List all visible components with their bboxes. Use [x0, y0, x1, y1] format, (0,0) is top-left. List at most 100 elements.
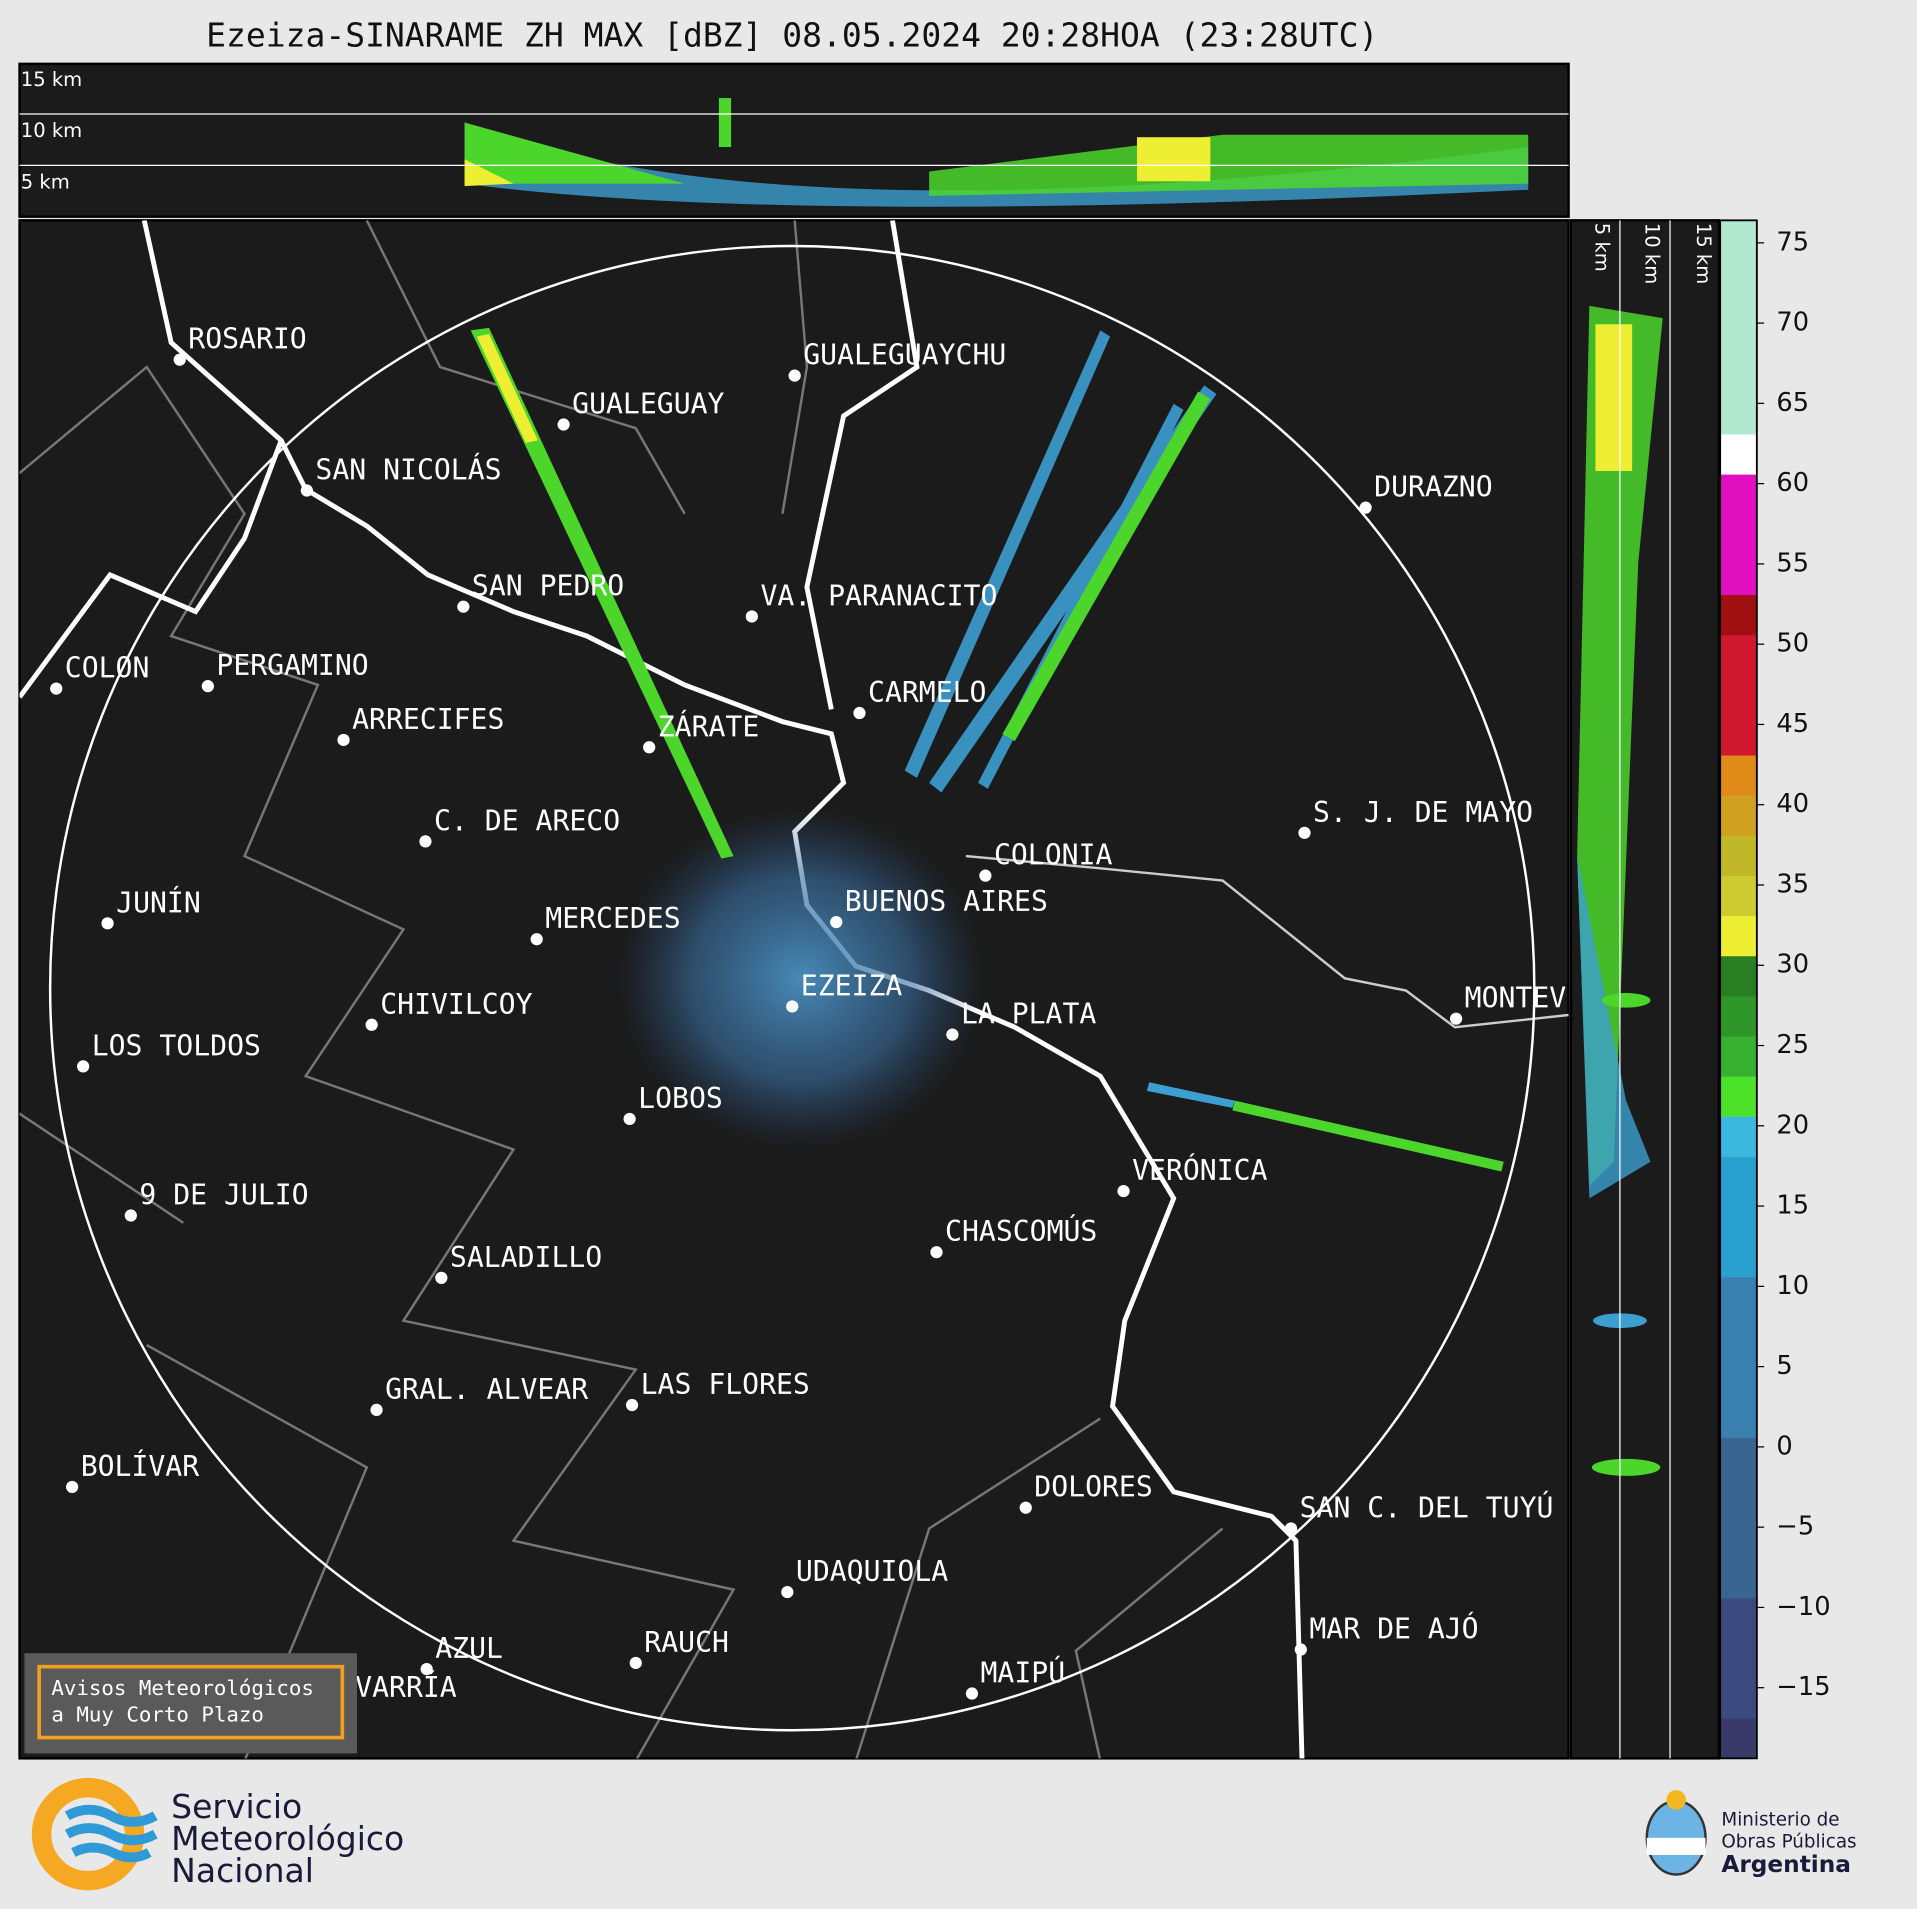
logo-text: Nacional: [171, 1851, 314, 1890]
colorbar-tick-label: −5: [1776, 1512, 1814, 1542]
city-label: LA PLATA: [961, 998, 1096, 1031]
city-dot: [419, 835, 432, 848]
colorbar-tick-label: 50: [1776, 629, 1809, 659]
colorbar-tick-label: 25: [1776, 1030, 1809, 1060]
colorbar-segment: [1720, 1196, 1757, 1238]
city-dot: [420, 1662, 433, 1676]
colorbar-segment: [1720, 1477, 1757, 1519]
city-dot: [979, 869, 992, 882]
city-label: LAS FLORES: [641, 1368, 810, 1401]
colorbar-tick-label: 10: [1776, 1271, 1809, 1301]
colorbar-tick-label: −10: [1776, 1592, 1830, 1622]
city-dot: [643, 741, 656, 754]
colorbar-tick-label: 35: [1776, 869, 1809, 899]
city-label: S. J. DE MAYO: [1313, 796, 1533, 829]
logo-text: Obras Públicas: [1721, 1832, 1856, 1853]
city-label: 9 DE JULIO: [139, 1179, 308, 1212]
city-label: EZEIZA: [801, 969, 903, 1002]
city-dot: [786, 1000, 799, 1013]
colorbar-segment: [1720, 353, 1757, 395]
ministry-emblem: [1645, 1790, 1707, 1876]
colorbar-segment: [1720, 754, 1757, 796]
map-layer: [19, 220, 1569, 1759]
colorbar-segment: [1720, 1316, 1757, 1358]
city-label: ROSARIO: [188, 323, 306, 356]
logo-text: Ministerio de: [1721, 1810, 1839, 1831]
city-label: CHIVILCOY: [380, 988, 532, 1021]
city-label: GUALEGUAYCHU: [803, 339, 1006, 372]
colorbar-segment: [1720, 1718, 1757, 1759]
city-dot: [66, 1480, 79, 1494]
city-dot: [337, 733, 350, 747]
colorbar-segment: [1720, 1236, 1757, 1278]
colorbar-tick-label: 75: [1776, 227, 1809, 257]
colorbar-tick-label: 60: [1776, 468, 1809, 498]
colorbar-segment: [1720, 1557, 1757, 1599]
city-dot: [1449, 1012, 1463, 1025]
colorbar-segment: [1720, 273, 1757, 315]
city-dot: [623, 1112, 636, 1126]
colorbar-tick-label: 20: [1776, 1110, 1809, 1140]
colorbar-segment: [1720, 714, 1757, 756]
city-dot: [173, 353, 186, 366]
city-label: DOLORES: [1034, 1471, 1152, 1504]
city-label: COLON: [65, 652, 150, 685]
colorbar-segment: [1720, 313, 1757, 355]
city-label: SAN NICOLÁS: [315, 453, 501, 487]
colorbar-tick-label: 40: [1776, 789, 1809, 819]
city-label: CHASCOMÚS: [945, 1214, 1097, 1248]
city-dot: [300, 484, 313, 497]
colorbar-segment: [1720, 594, 1757, 636]
city-dot: [101, 917, 114, 930]
top-echoes: [464, 98, 1529, 207]
city-dot: [370, 1403, 383, 1417]
city-label: JUNÍN: [116, 885, 201, 919]
city-label: COLONIA: [994, 839, 1113, 872]
logo-text: Meteorológico: [171, 1819, 404, 1858]
city-label: DURAZNO: [1374, 471, 1492, 504]
colorbar-frame: [1719, 219, 1758, 1760]
city-dot: [435, 1271, 448, 1284]
logo-text: Servicio: [171, 1787, 302, 1826]
colorbar-segment: [1720, 220, 1757, 234]
colorbar-segment: [1720, 474, 1757, 515]
city-label: SAN C. DEL TUYÚ: [1300, 1490, 1554, 1524]
colorbar-tick-label: 15: [1776, 1191, 1809, 1221]
city-dot: [557, 418, 570, 431]
height-label: 10 km: [21, 119, 82, 142]
city-dot: [365, 1018, 378, 1031]
colorbar-segment: [1720, 1156, 1757, 1198]
colorbar-segment: [1720, 1678, 1757, 1719]
colorbar-segment: [1720, 1276, 1757, 1318]
city-dot: [965, 1687, 979, 1700]
city-dot: [77, 1060, 90, 1073]
city-dot: [201, 680, 214, 693]
colorbar-segment: [1720, 554, 1757, 596]
colorbar-segment: [1720, 995, 1757, 1037]
colorbar-tick-label: 0: [1776, 1431, 1792, 1461]
badge-border: [37, 1664, 345, 1740]
city-dot: [625, 1398, 639, 1412]
city-label: CARMELO: [868, 676, 986, 709]
height-label: 5 km: [1590, 223, 1613, 272]
city-label: UDAQUIOLA: [796, 1555, 948, 1588]
colorbar-segment: [1720, 393, 1757, 435]
colorbar-segment: [1720, 835, 1757, 876]
colorbar-tick-label: 30: [1776, 950, 1809, 980]
city-label: GRAL. ALVEAR: [385, 1373, 588, 1406]
colorbar-segment: [1720, 955, 1757, 997]
city-label: MAR DE AJÓ: [1309, 1612, 1478, 1646]
city-dot: [1294, 1643, 1307, 1656]
city-label: LOS TOLDOS: [92, 1029, 261, 1062]
city-label: MONTEVIDEO: [1465, 982, 1634, 1015]
city-dot: [781, 1585, 794, 1599]
city-label: LOBOS: [638, 1082, 723, 1115]
colorbar-segment: [1720, 1637, 1757, 1679]
city-dot: [745, 610, 758, 623]
colorbar-tick-label: −15: [1776, 1672, 1830, 1702]
colorbar-segment: [1720, 1116, 1757, 1157]
city-label: MERCEDES: [545, 902, 680, 935]
colorbar-segment: [1720, 1397, 1757, 1438]
city-label: ARRECIFES: [352, 703, 504, 736]
